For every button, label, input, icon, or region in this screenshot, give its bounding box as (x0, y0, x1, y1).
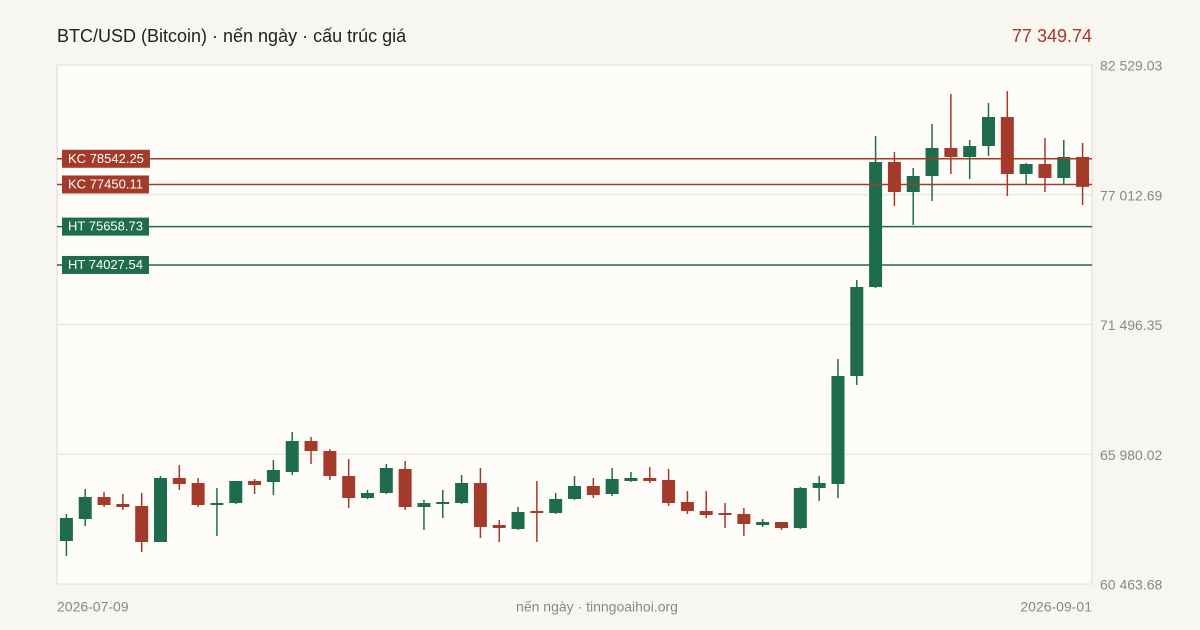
level-label: KC 77450.11 (62, 175, 149, 194)
candle-body (530, 511, 544, 514)
level-value: 77450.11 (90, 177, 143, 192)
y-tick-label: 71 496.35 (1100, 317, 1162, 333)
candle-body (963, 146, 977, 157)
level-label-text: HT 75658.73 (68, 219, 143, 234)
level-value: 78542.25 (90, 151, 144, 166)
level-label: HT 74027.54 (62, 255, 149, 274)
candle-body (436, 501, 450, 504)
candle-body (59, 517, 73, 541)
candle-body (154, 478, 167, 543)
x-tick-label: 2026-09-01 (1020, 599, 1092, 615)
level-label-box (62, 255, 149, 274)
candle-body (944, 148, 958, 157)
candle-body (643, 478, 657, 481)
level-kind: KC (68, 177, 86, 192)
level-label-text: KC 77450.11 (68, 177, 143, 192)
candle-body (492, 525, 506, 528)
candle-body (191, 482, 205, 506)
y-tick-label: 60 463.68 (1100, 577, 1162, 593)
candle-body (511, 511, 525, 530)
candle-body (831, 375, 845, 485)
candle-body (756, 521, 770, 526)
candle-body (1057, 156, 1071, 178)
candle-body (323, 451, 337, 477)
candle-body (361, 492, 374, 498)
y-tick-label: 82 529.03 (1100, 58, 1162, 74)
candle-body (172, 478, 186, 485)
candle-body (812, 482, 826, 489)
candle-body (116, 503, 130, 508)
candle-body (398, 468, 412, 508)
candle-body (1000, 117, 1014, 174)
level-label: KC 78542.25 (62, 149, 150, 168)
candle-body (586, 486, 600, 495)
candle-body (793, 488, 807, 528)
candle-body (982, 117, 995, 147)
level-kind: HT (68, 257, 85, 272)
level-label-text: KC 78542.25 (68, 151, 144, 166)
candle-body (549, 498, 563, 514)
candle-body (229, 480, 243, 504)
candle-body (850, 286, 864, 376)
level-value: 74027.54 (89, 257, 143, 272)
candle-body (568, 486, 581, 499)
x-tick-label: 2026-07-09 (57, 599, 129, 615)
candle-body (737, 513, 751, 524)
level-label-box (62, 149, 150, 168)
level-kind: HT (68, 219, 85, 234)
chart-title: BTC/USD (Bitcoin) · nến ngày · cấu trúc … (57, 26, 407, 46)
candle-body (304, 441, 318, 452)
candle-body (699, 511, 713, 516)
candle-body (97, 496, 111, 506)
y-tick-label: 77 012.69 (1100, 187, 1162, 203)
candle-body (417, 503, 431, 508)
candle-body (887, 162, 901, 192)
level-label-box (62, 217, 149, 236)
candle-body (473, 482, 487, 528)
level-label: HT 75658.73 (62, 217, 149, 236)
candle-body (266, 470, 280, 483)
candle-body (624, 478, 638, 481)
candle-body (1076, 156, 1090, 187)
y-tick-label: 65 980.02 (1100, 447, 1162, 463)
candle-body (78, 496, 92, 520)
candle-body (662, 480, 676, 504)
candle-body (379, 467, 393, 493)
candle-body (455, 482, 469, 504)
candle-body (342, 476, 356, 498)
level-label-text: HT 74027.54 (68, 257, 143, 272)
candle-body (605, 478, 619, 495)
footer: nến ngày · tinngoaihoi.org (516, 599, 678, 615)
candle-body (925, 148, 939, 176)
candle-body (718, 513, 732, 516)
level-kind: KC (68, 151, 86, 166)
candle-body (285, 441, 299, 473)
candle-body (680, 501, 694, 512)
candle-body (210, 503, 224, 506)
level-label-box (62, 175, 149, 194)
candle-body (775, 521, 788, 528)
level-value: 75658.73 (89, 219, 143, 234)
candle-body (1038, 164, 1052, 178)
candle-body (135, 505, 149, 543)
candle-body (869, 162, 883, 287)
candle-body (1019, 164, 1033, 174)
last-price: 77 349.74 (1012, 26, 1092, 46)
candle-body (248, 480, 262, 485)
